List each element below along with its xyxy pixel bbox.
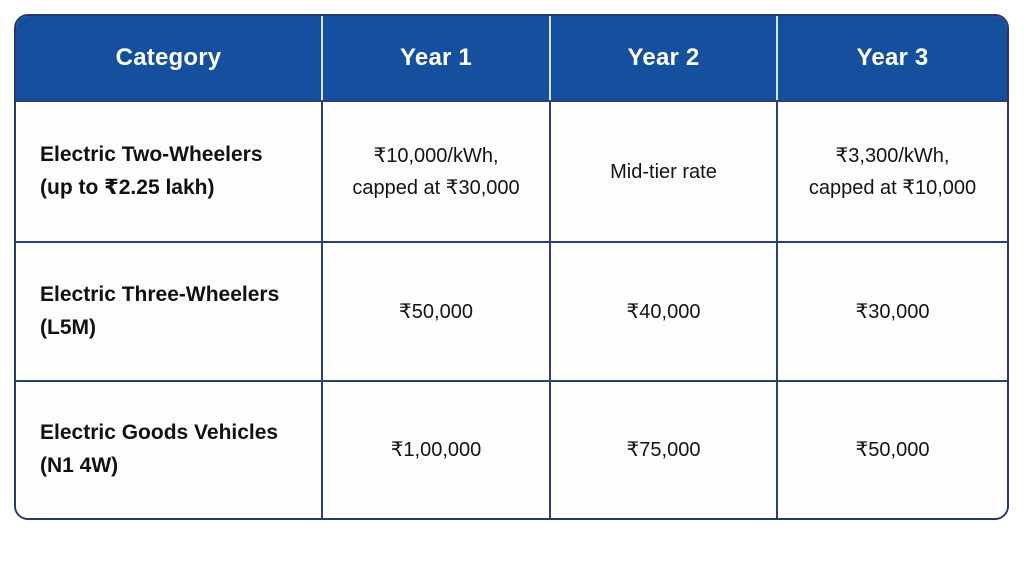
cell-two-wheelers-year2: Mid-tier rate	[551, 100, 778, 241]
row-category-three-wheelers: Electric Three-Wheelers (L5M)	[16, 241, 323, 380]
cell-goods-vehicles-year2: ₹75,000	[551, 380, 778, 518]
row-category-goods-vehicles: Electric Goods Vehicles (N1 4W)	[16, 380, 323, 518]
cell-three-wheelers-year1: ₹50,000	[323, 241, 551, 380]
cell-three-wheelers-year3: ₹30,000	[778, 241, 1007, 380]
cell-goods-vehicles-year1: ₹1,00,000	[323, 380, 551, 518]
cell-three-wheelers-year2: ₹40,000	[551, 241, 778, 380]
cell-two-wheelers-year3: ₹3,300/kWh, capped at ₹10,000	[778, 100, 1007, 241]
ev-subsidy-table: Category Year 1 Year 2 Year 3 Electric T…	[14, 14, 1009, 520]
header-cell-year2: Year 2	[551, 16, 778, 100]
header-cell-year1: Year 1	[323, 16, 551, 100]
header-cell-category: Category	[16, 16, 323, 100]
header-cell-year3: Year 3	[778, 16, 1007, 100]
cell-two-wheelers-year1: ₹10,000/kWh, capped at ₹30,000	[323, 100, 551, 241]
cell-goods-vehicles-year3: ₹50,000	[778, 380, 1007, 518]
row-category-two-wheelers: Electric Two-Wheelers (up to ₹2.25 lakh)	[16, 100, 323, 241]
